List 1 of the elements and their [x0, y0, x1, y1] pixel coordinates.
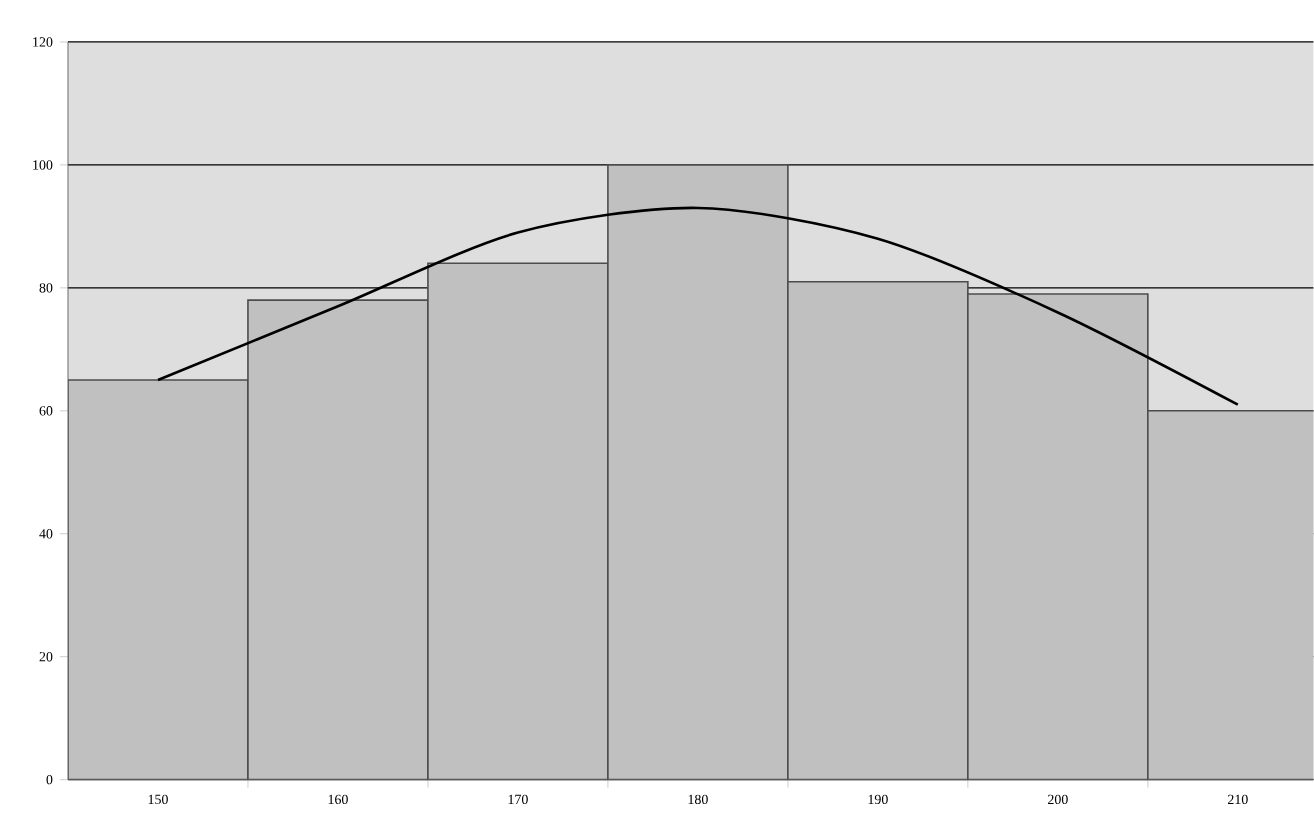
line-series — [156, 206, 1240, 407]
